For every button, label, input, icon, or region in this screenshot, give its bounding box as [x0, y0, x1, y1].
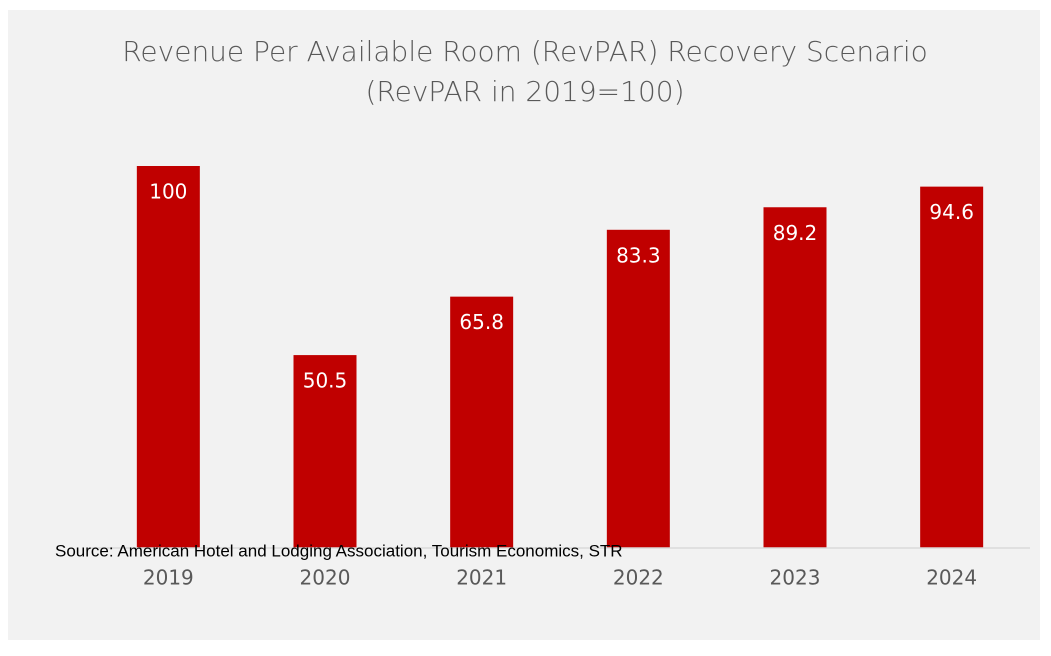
chart-title: Revenue Per Available Room (RevPAR) Reco…: [122, 35, 928, 108]
x-tick-label: 2019: [143, 566, 194, 590]
data-label: 94.6: [929, 200, 974, 224]
x-tick-label: 2021: [456, 566, 507, 590]
x-tick-label: 2024: [926, 566, 977, 590]
data-label: 83.3: [616, 243, 661, 267]
bar: [763, 207, 827, 549]
bar: [606, 229, 670, 548]
bar: [293, 355, 357, 548]
bar: [136, 166, 200, 548]
x-tick-label: 2023: [770, 566, 821, 590]
x-tick-label: 2022: [613, 566, 664, 590]
source-note: Source: American Hotel and Lodging Assoc…: [55, 541, 623, 560]
bar: [450, 296, 514, 548]
x-tick-label: 2020: [300, 566, 351, 590]
data-label: 89.2: [773, 221, 818, 245]
data-label: 65.8: [459, 310, 504, 334]
data-label: 100: [149, 180, 187, 204]
bar: [920, 186, 984, 549]
data-label: 50.5: [303, 369, 348, 393]
